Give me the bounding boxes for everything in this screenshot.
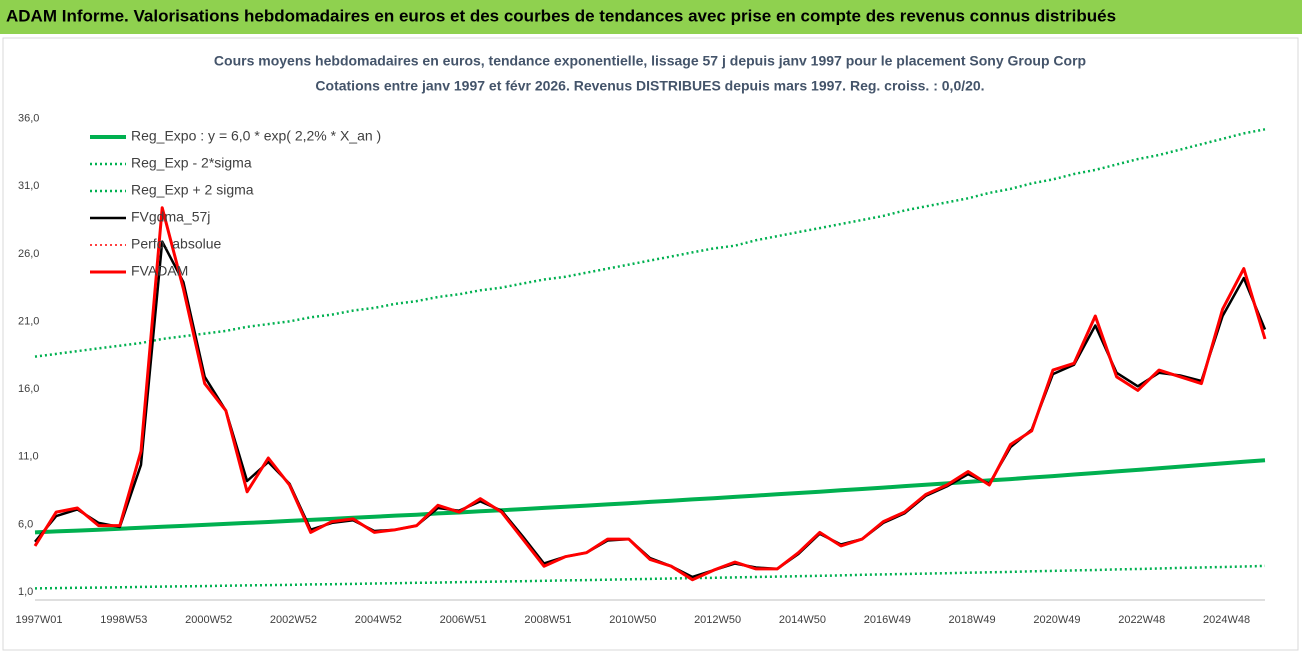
header: ADAM Informe. Valorisations hebdomadaire… [6, 6, 1116, 25]
x-tick-label: 2016W49 [864, 614, 911, 626]
x-tick-label: 1998W53 [100, 614, 147, 626]
x-tick-label: 2012W50 [694, 614, 741, 626]
header-bar [0, 0, 1302, 34]
y-tick-label: 21,0 [18, 315, 39, 327]
legend-label: Reg_Expo : y = 6,0 * exp( 2,2% * X_an ) [131, 128, 381, 144]
series-line [34, 564, 1266, 590]
chart-border [2, 37, 1299, 651]
x-tick-label: 2006W51 [440, 614, 487, 626]
x-tick-label: 2020W49 [1033, 614, 1080, 626]
y-tick-label: 1,0 [18, 586, 33, 598]
x-tick-label: 2004W52 [355, 614, 402, 626]
y-tick-label: 16,0 [18, 383, 39, 395]
y-tick-label: 31,0 [18, 180, 39, 192]
legend-label: FVgdma_57j [131, 209, 210, 225]
x-tick-label: 2014W50 [779, 614, 826, 626]
x-tick-label: 2010W50 [609, 614, 656, 626]
x-tick-label: 2018W49 [949, 614, 996, 626]
legend-label: Perfo. absolue [131, 236, 221, 252]
x-tick-label: 2024W48 [1203, 614, 1250, 626]
series-line [34, 128, 1266, 358]
chart-title: Cours moyens hebdomadaires en euros, ten… [214, 53, 1086, 69]
x-tick-label: 2022W48 [1118, 614, 1165, 626]
series-line [33, 206, 1267, 582]
x-tick-label: 2002W52 [270, 614, 317, 626]
y-tick-label: 26,0 [18, 248, 39, 260]
legend-label: Reg_Exp + 2 sigma [131, 182, 254, 198]
y-tick-label: 36,0 [18, 113, 39, 125]
y-tick-label: 11,0 [18, 451, 39, 463]
y-tick-label: 6,0 [18, 518, 33, 530]
x-tick-label: 2008W51 [524, 614, 571, 626]
chart-subtitle: Cotations entre janv 1997 et févr 2026. … [315, 78, 984, 94]
x-tick-label: 2000W52 [185, 614, 232, 626]
legend-label: Reg_Exp - 2*sigma [131, 155, 252, 171]
legend-label: FVADAM [131, 263, 188, 279]
series-line [34, 458, 1266, 535]
x-tick-label: 1997W01 [15, 614, 62, 626]
